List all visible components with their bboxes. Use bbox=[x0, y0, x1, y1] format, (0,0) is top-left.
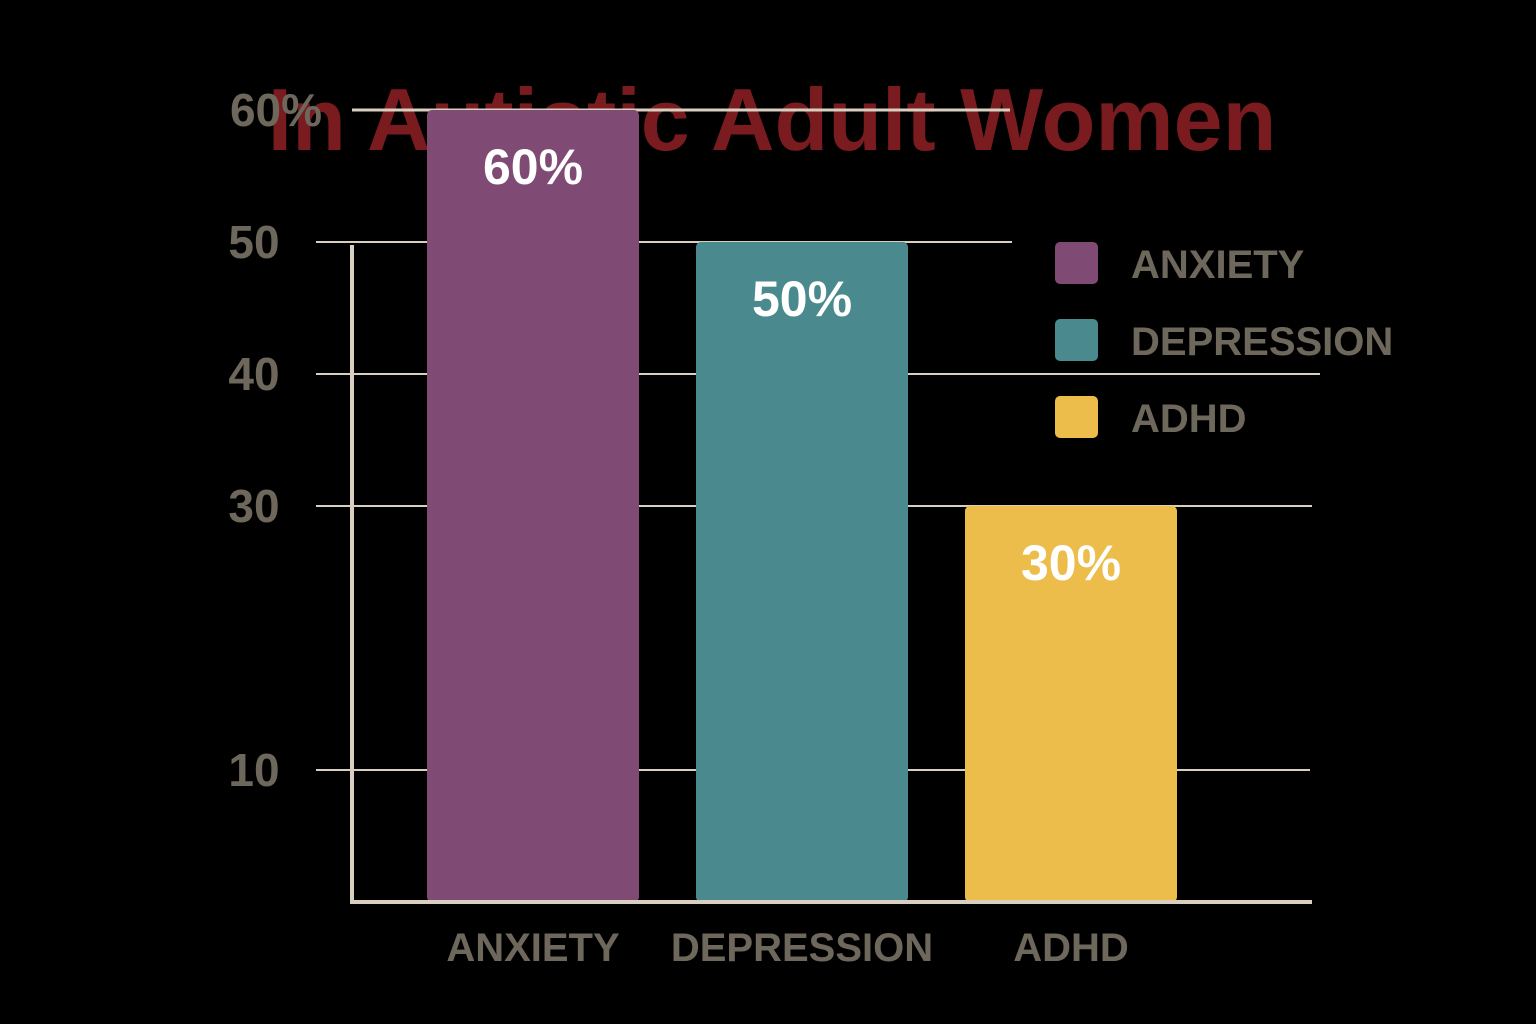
y-tick-label-60: 60% bbox=[230, 84, 322, 136]
legend-swatch-depression bbox=[1055, 319, 1098, 361]
legend-swatch-anxiety bbox=[1055, 242, 1098, 284]
legend-label-anxiety: ANXIETY bbox=[1131, 243, 1305, 287]
chart-title: In Autistic Adult Women bbox=[268, 70, 1277, 169]
y-tick-label-50: 50 bbox=[228, 216, 279, 268]
y-tick-label-10: 10 bbox=[228, 744, 279, 796]
data-labels: 60% 50% 30% bbox=[483, 139, 1121, 591]
data-label-adhd: 30% bbox=[1021, 535, 1121, 591]
legend-label-depression: DEPRESSION bbox=[1131, 320, 1393, 364]
x-label-depression: DEPRESSION bbox=[671, 926, 933, 970]
legend-label-adhd: ADHD bbox=[1131, 397, 1247, 441]
x-category-labels: ANXIETY DEPRESSION ADHD bbox=[446, 926, 1128, 970]
x-label-adhd: ADHD bbox=[1013, 926, 1129, 970]
y-tick-labels: 10 30 40 50 60% bbox=[228, 84, 322, 796]
y-tick-label-40: 40 bbox=[228, 348, 279, 400]
data-label-depression: 50% bbox=[752, 271, 852, 327]
bar-adhd bbox=[965, 506, 1177, 902]
bar-anxiety bbox=[427, 110, 639, 902]
x-label-anxiety: ANXIETY bbox=[446, 926, 620, 970]
data-label-anxiety: 60% bbox=[483, 139, 583, 195]
bar-depression bbox=[696, 242, 908, 902]
axes bbox=[350, 245, 1312, 904]
legend: ANXIETY DEPRESSION ADHD bbox=[1055, 242, 1393, 441]
bars bbox=[427, 110, 1177, 902]
legend-swatch-adhd bbox=[1055, 396, 1098, 438]
y-tick-label-30: 30 bbox=[228, 480, 279, 532]
